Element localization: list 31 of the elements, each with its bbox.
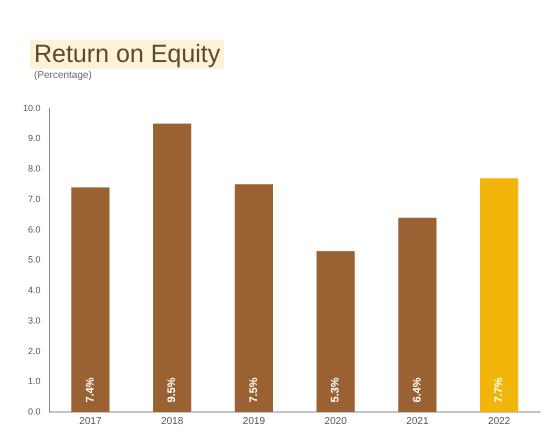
y-tick-label: 8.0	[28, 164, 41, 174]
x-tick-label: 2021	[406, 416, 429, 427]
x-tick-label: 2020	[324, 416, 348, 427]
x-tick-label: 2017	[79, 416, 102, 427]
y-tick-label: 4.0	[28, 285, 41, 296]
y-tick-label: 7.0	[28, 194, 41, 204]
y-tick-label: 6.0	[28, 224, 41, 234]
bar	[398, 218, 436, 412]
y-tick-label: 0.0	[28, 406, 41, 416]
bar	[480, 178, 518, 412]
bar	[316, 251, 355, 412]
data-label: 7.7%	[493, 377, 506, 403]
x-tick-label: 2018	[161, 416, 184, 427]
y-tick-label: 1.0	[28, 376, 41, 386]
y-tick-label: 5.0	[28, 254, 41, 265]
data-label: 9.5%	[166, 377, 178, 403]
y-tick-label: 10.0	[22, 102, 41, 113]
y-tick-label: 9.0	[28, 133, 41, 144]
x-tick-label: 2022	[488, 416, 511, 427]
data-label: 7.4%	[84, 377, 96, 403]
y-axis-title: (Percentage)	[34, 70, 92, 81]
bar	[71, 187, 110, 412]
data-label: 6.4%	[411, 377, 424, 403]
data-label: 7.5%	[248, 377, 260, 403]
data-label: 5.3%	[330, 377, 342, 403]
y-tick-label: 2.0	[28, 346, 41, 356]
x-tick-label: 2019	[242, 416, 266, 427]
bar	[153, 124, 192, 412]
y-tick-label: 3.0	[28, 315, 41, 326]
bar	[234, 184, 273, 412]
chart-title: Return on Equity	[30, 40, 224, 69]
